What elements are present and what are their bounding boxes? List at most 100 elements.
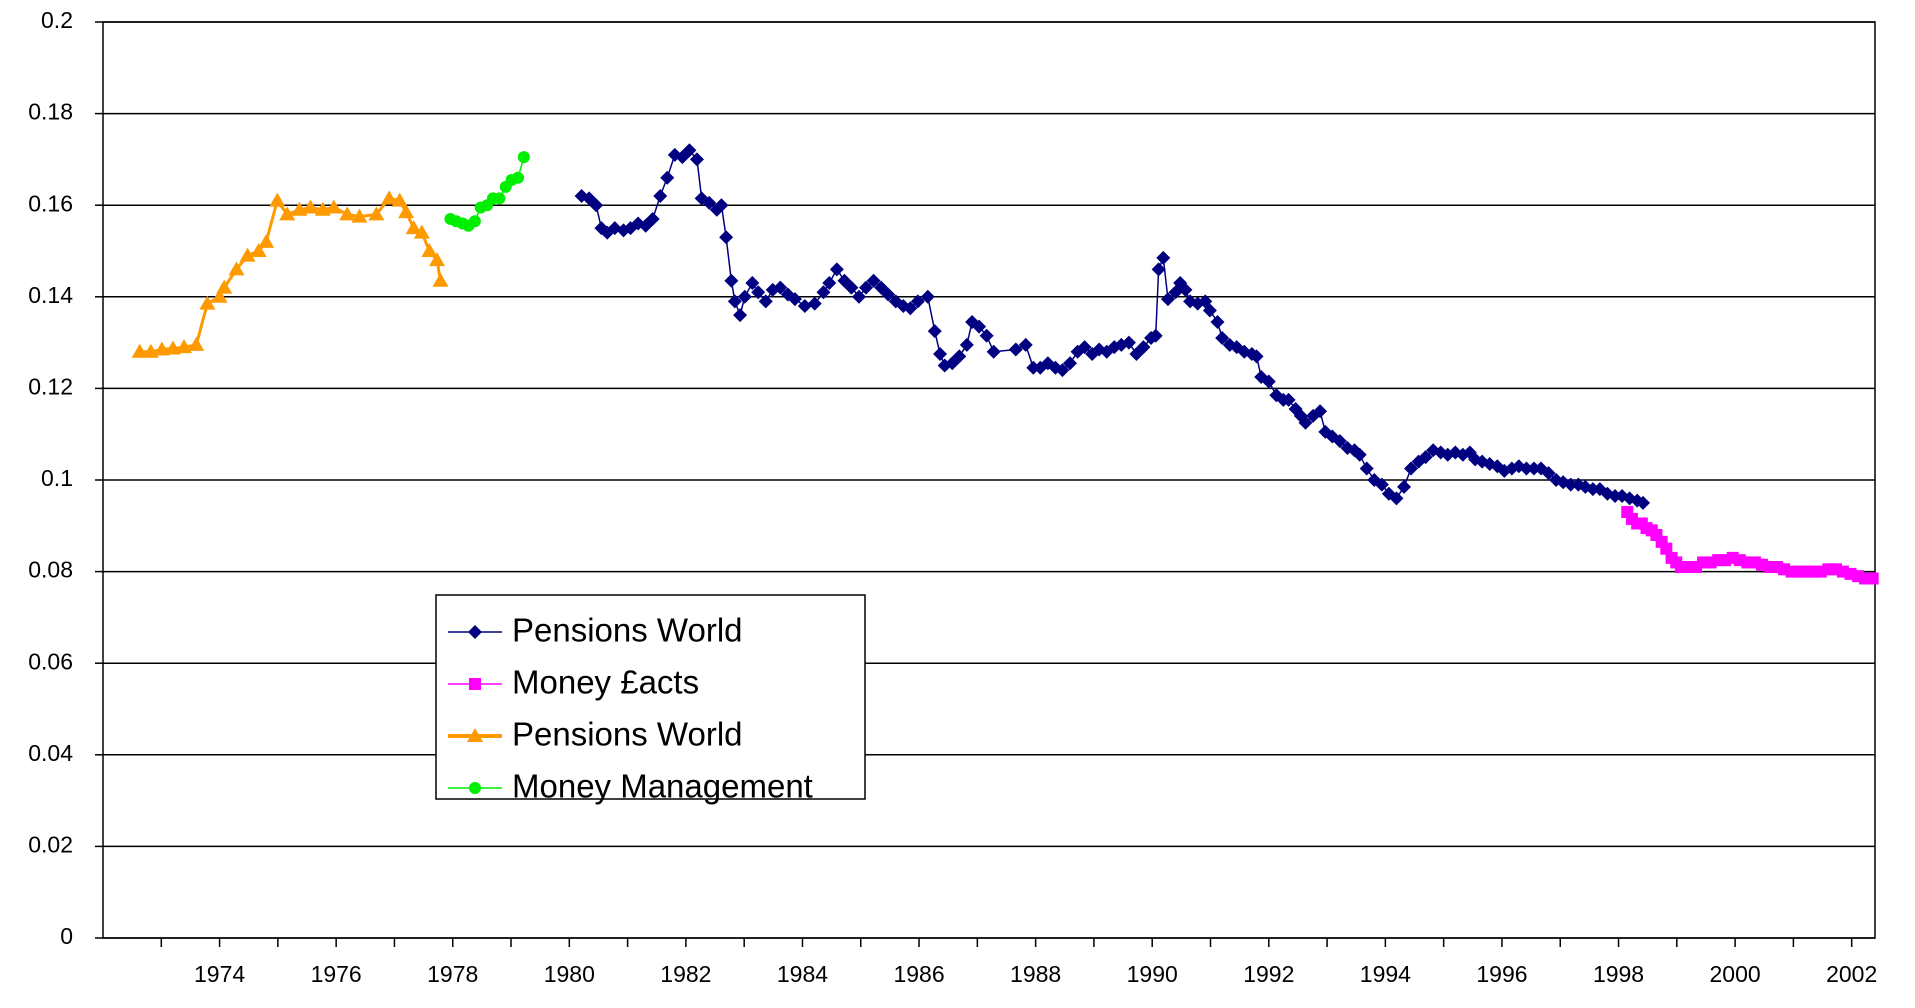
marker	[368, 206, 385, 221]
y-tick-label: 0.18	[28, 99, 73, 125]
marker	[714, 198, 729, 213]
marker	[1160, 292, 1175, 307]
y-tick-label: 0	[60, 923, 73, 949]
x-tick-label: 1976	[311, 961, 362, 987]
marker	[866, 273, 881, 288]
marker	[816, 285, 831, 300]
y-tick-label: 0.04	[28, 740, 73, 766]
marker	[1866, 572, 1879, 585]
marker	[733, 308, 748, 323]
y-tick-label: 0.02	[28, 831, 73, 857]
x-tick-label: 1990	[1127, 961, 1178, 987]
marker	[1018, 337, 1033, 352]
marker	[927, 324, 942, 339]
marker	[228, 261, 245, 276]
marker	[1359, 461, 1374, 476]
marker	[1215, 331, 1230, 346]
y-tick-label: 0.2	[41, 7, 73, 33]
legend-marker	[468, 625, 482, 639]
marker	[216, 279, 233, 294]
marker	[391, 192, 408, 207]
marker	[822, 276, 837, 291]
marker	[421, 243, 438, 257]
marker	[258, 233, 275, 248]
marker	[758, 294, 773, 309]
marker	[131, 343, 148, 358]
marker	[493, 192, 506, 205]
marker	[1541, 466, 1556, 481]
marker	[959, 337, 974, 352]
marker	[903, 301, 918, 316]
legend-marker	[469, 678, 481, 690]
marker	[773, 280, 788, 295]
marker	[702, 195, 717, 210]
marker	[339, 206, 356, 221]
marker	[1374, 477, 1389, 492]
marker	[829, 262, 844, 277]
marker	[512, 171, 525, 184]
x-tick-label: 1974	[194, 961, 245, 987]
marker	[1151, 262, 1166, 277]
x-tick-label: 1988	[1010, 961, 1061, 987]
marker	[517, 151, 530, 164]
legend: Pensions World Money £acts Pensions World M…	[435, 594, 866, 805]
marker	[398, 204, 415, 219]
marker	[589, 198, 604, 213]
marker	[211, 288, 228, 303]
marker	[645, 211, 660, 226]
marker	[844, 280, 859, 295]
marker	[1063, 356, 1078, 371]
marker	[952, 349, 967, 364]
x-tick-label: 1982	[660, 961, 711, 987]
marker	[1077, 340, 1092, 355]
marker	[1404, 461, 1419, 476]
marker	[745, 276, 760, 291]
x-tick-label: 1984	[777, 961, 828, 987]
marker	[1519, 461, 1534, 476]
marker	[239, 247, 256, 262]
marker	[1136, 340, 1151, 355]
marker	[737, 289, 752, 304]
marker	[381, 190, 398, 205]
marker	[787, 292, 802, 307]
marker	[1389, 491, 1404, 506]
y-tick-label: 0.08	[28, 557, 73, 583]
x-tick-label: 1998	[1593, 961, 1644, 987]
marker	[188, 336, 205, 351]
marker	[1660, 542, 1673, 555]
marker	[153, 341, 170, 356]
x-tick-label: 1994	[1360, 961, 1411, 987]
y-tick-label: 0.12	[28, 373, 73, 399]
x-tick-label: 1986	[893, 961, 944, 987]
marker	[724, 273, 739, 288]
marker	[269, 192, 286, 207]
marker	[689, 152, 704, 167]
marker	[279, 206, 296, 221]
legend-label: Pensions World	[512, 716, 743, 753]
y-tick-label: 0.16	[28, 190, 73, 216]
x-tick-label: 1980	[544, 961, 595, 987]
marker	[972, 319, 987, 334]
marker	[1261, 374, 1276, 389]
marker	[432, 272, 449, 287]
x-tick-label: 1978	[427, 961, 478, 987]
marker	[325, 199, 342, 214]
marker	[1352, 447, 1367, 462]
marker	[1178, 282, 1193, 297]
legend-label: Money Management	[512, 768, 813, 805]
y-tick-label: 0.06	[28, 648, 73, 674]
marker	[1313, 404, 1328, 419]
marker	[176, 339, 193, 354]
legend-box	[435, 594, 866, 800]
marker	[1563, 477, 1578, 492]
x-tick-label: 2002	[1826, 961, 1877, 987]
y-tick-label: 0.1	[41, 465, 73, 491]
marker	[413, 224, 430, 239]
marker	[1332, 434, 1347, 449]
marker	[719, 230, 734, 245]
marker	[727, 294, 742, 309]
x-tick-label: 1992	[1243, 961, 1294, 987]
marker	[807, 296, 822, 311]
